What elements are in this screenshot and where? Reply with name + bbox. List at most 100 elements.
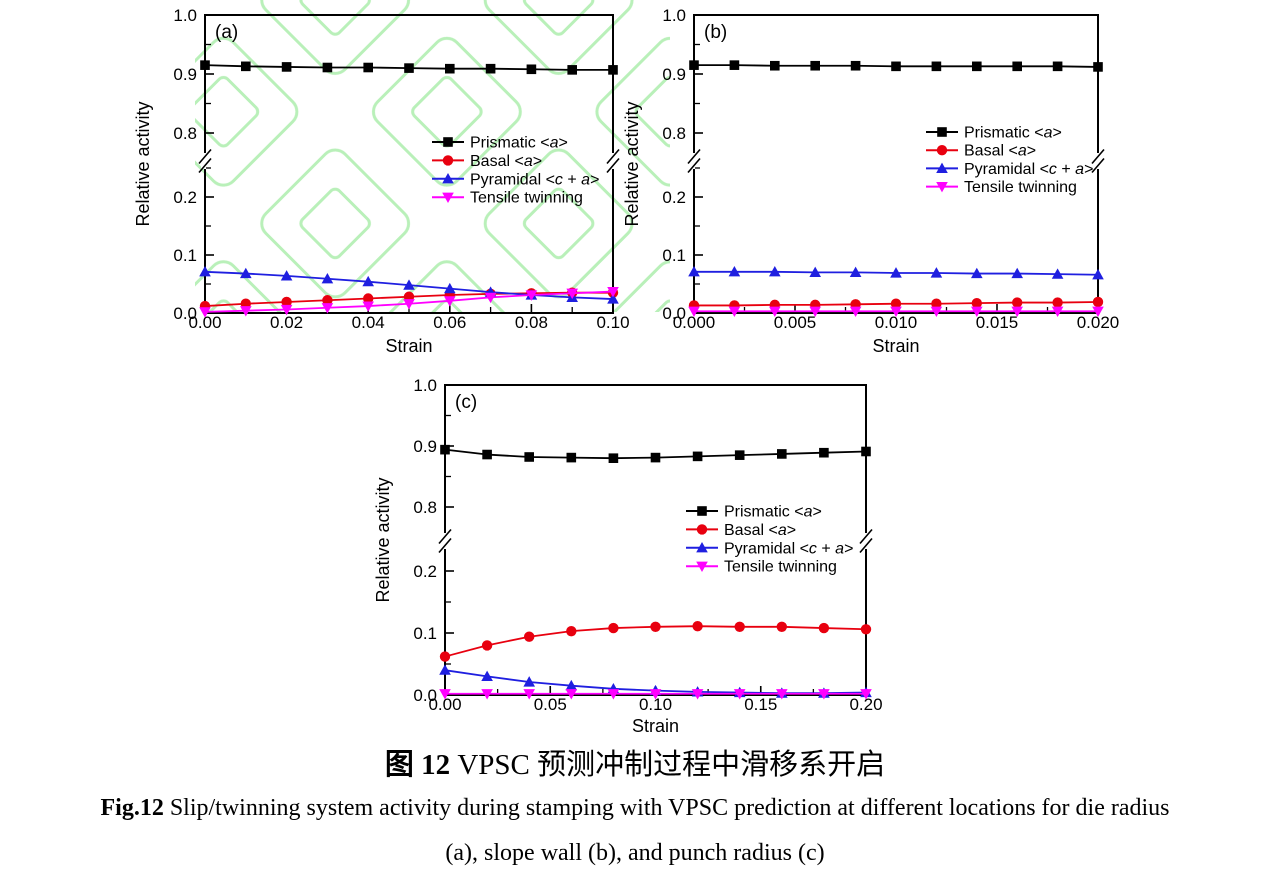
legend-label: Basal <a> bbox=[964, 143, 1036, 160]
ytick-label: 0.0 bbox=[662, 304, 686, 323]
series-prismatic-b bbox=[689, 60, 1103, 72]
ytick-label: 0.9 bbox=[173, 65, 197, 84]
legend-entry-basal: Basal <a> bbox=[686, 522, 796, 539]
axis-break-mark bbox=[606, 148, 620, 165]
ytick-label: 0.0 bbox=[413, 686, 437, 705]
xtick-label: 0.10 bbox=[639, 695, 672, 714]
ytick-label: 0.8 bbox=[662, 124, 686, 143]
legend-entry-pyramidal: Pyramidal <c + a> bbox=[432, 171, 599, 188]
legend-entry-tensile: Tensile twinning bbox=[686, 559, 837, 576]
legend-a: Prismatic <a>Basal <a>Pyramidal <c + a> T… bbox=[432, 135, 599, 207]
legend-label: Basal <a> bbox=[724, 522, 796, 539]
axis-break-mark bbox=[1091, 148, 1105, 165]
legend-entry-basal: Basal <a> bbox=[926, 143, 1036, 160]
xtick-label: 0.08 bbox=[515, 313, 548, 332]
series-prismatic-a bbox=[200, 60, 618, 75]
series-tensile-a bbox=[199, 286, 619, 318]
legend-label: Prismatic <a> bbox=[724, 504, 822, 521]
ytick-label: 0.0 bbox=[173, 304, 197, 323]
legend-entry-basal: Basal <a> bbox=[432, 153, 542, 170]
xtick-label: 0.02 bbox=[270, 313, 303, 332]
ytick-label: 0.1 bbox=[662, 246, 686, 265]
figure-caption-en-line2: (a), slope wall (b), and punch radius (c… bbox=[445, 840, 825, 866]
series-pyramidal-b bbox=[688, 266, 1104, 280]
x-axis-title-c: Strain bbox=[632, 716, 679, 736]
xtick-label: 0.20 bbox=[849, 695, 882, 714]
legend-entry-prismatic: Prismatic <a> bbox=[432, 135, 568, 152]
x-axis-title-b: Strain bbox=[872, 336, 919, 356]
xtick-label: 0.015 bbox=[976, 313, 1019, 332]
caption-zh-text: VPSC 预测冲制过程中滑移系开启 bbox=[450, 749, 886, 781]
legend-entry-tensile: Tensile twinning bbox=[926, 179, 1077, 196]
axis-break-mark bbox=[438, 537, 452, 554]
axis-break-mark bbox=[687, 157, 701, 174]
watermark bbox=[195, 0, 670, 312]
ytick-label: 0.2 bbox=[413, 562, 437, 581]
xtick-label: 0.00 bbox=[428, 695, 461, 714]
chart-c: 0.0 0.1 0.2 0.8 0.9 1.0 0.00 0.05 0.10 0.15 0.20 Re… bbox=[373, 376, 883, 736]
chart-a: 0.0 0.1 0.2 0.8 0.9 1.0 0.00 0.02 0.04 0.06 0.08 0.… bbox=[133, 6, 630, 356]
legend-label: Tensile twinning bbox=[470, 190, 583, 207]
xtick-label: 0.05 bbox=[534, 695, 567, 714]
xtick-label: 0.00 bbox=[188, 313, 221, 332]
legend-label: Tensile twinning bbox=[724, 559, 837, 576]
series-tensile-c bbox=[439, 689, 872, 700]
xtick-label: 0.04 bbox=[352, 313, 385, 332]
ytick-label: 0.2 bbox=[173, 188, 197, 207]
x-axis-title-a: Strain bbox=[385, 336, 432, 356]
y-axis-title-c: Relative activity bbox=[373, 477, 393, 602]
legend-label: Pyramidal <c + a> bbox=[964, 161, 1093, 178]
figure-caption-zh: 图 12 VPSC 预测冲制过程中滑移系开启 bbox=[0, 749, 1270, 782]
ytick-label: 0.2 bbox=[662, 188, 686, 207]
legend-entry-prismatic: Prismatic <a> bbox=[926, 125, 1062, 142]
series-pyramidal-a bbox=[199, 266, 619, 304]
panel-label-b: (b) bbox=[704, 22, 727, 43]
legend-entry-pyramidal: Pyramidal <c + a> bbox=[686, 540, 853, 557]
legend-entry-tensile: Tensile twinning bbox=[432, 190, 583, 207]
legend-label: Prismatic <a> bbox=[470, 135, 568, 152]
legend-entry-prismatic: Prismatic <a> bbox=[686, 504, 822, 521]
axis-break-mark bbox=[606, 157, 620, 174]
legend-label: Pyramidal <c + a> bbox=[470, 171, 599, 188]
ytick-label: 1.0 bbox=[173, 6, 197, 25]
axis-break-mark bbox=[687, 148, 701, 165]
figure-caption-en: Fig.12 Slip/twinning system activity dur… bbox=[0, 795, 1270, 823]
y-axis-title-b: Relative activity bbox=[622, 101, 642, 226]
ytick-label: 0.1 bbox=[173, 246, 197, 265]
legend-label: Prismatic <a> bbox=[964, 125, 1062, 142]
xtick-label: 0.15 bbox=[744, 695, 777, 714]
chart-b: 0.0 0.1 0.2 0.8 0.9 1.0 0.000 0.005 0.010 0.015 0.… bbox=[622, 6, 1119, 356]
xtick-label: 0.000 bbox=[673, 313, 716, 332]
ytick-label: 0.9 bbox=[662, 65, 686, 84]
legend-label: Pyramidal <c + a> bbox=[724, 540, 853, 557]
axis-break-mark bbox=[198, 148, 212, 165]
ytick-label: 1.0 bbox=[413, 376, 437, 395]
axis-break-mark bbox=[859, 537, 873, 554]
legend-label: Tensile twinning bbox=[964, 179, 1077, 196]
xtick-label: 0.010 bbox=[875, 313, 918, 332]
axis-break-mark bbox=[859, 528, 873, 545]
legend-label: Basal <a> bbox=[470, 153, 542, 170]
xtick-label: 0.10 bbox=[596, 313, 629, 332]
series-tensile-b bbox=[688, 306, 1104, 318]
ytick-label: 1.0 bbox=[662, 6, 686, 25]
ytick-label: 0.8 bbox=[173, 124, 197, 143]
legend-c: Prismatic <a>Basal <a>Pyramidal <c + a> T… bbox=[686, 504, 853, 576]
caption-en-number: Fig.12 bbox=[100, 795, 164, 821]
xtick-label: 0.005 bbox=[774, 313, 817, 332]
ytick-label: 0.8 bbox=[413, 498, 437, 517]
y-axis-title-a: Relative activity bbox=[133, 101, 153, 226]
panel-label-c: (c) bbox=[455, 392, 477, 413]
axis-break-mark bbox=[1091, 157, 1105, 174]
caption-zh-number: 图 12 bbox=[384, 749, 451, 781]
axis-break-mark bbox=[198, 157, 212, 174]
legend-b: Prismatic <a>Basal <a>Pyramidal <c + a>T… bbox=[926, 125, 1093, 196]
series-basal-c bbox=[439, 620, 872, 662]
xtick-label: 0.06 bbox=[433, 313, 466, 332]
panel-label-a: (a) bbox=[215, 22, 238, 43]
xtick-label: 0.020 bbox=[1077, 313, 1120, 332]
ytick-label: 0.1 bbox=[413, 624, 437, 643]
caption-en-text: Slip/twinning system activity during sta… bbox=[163, 795, 1170, 821]
